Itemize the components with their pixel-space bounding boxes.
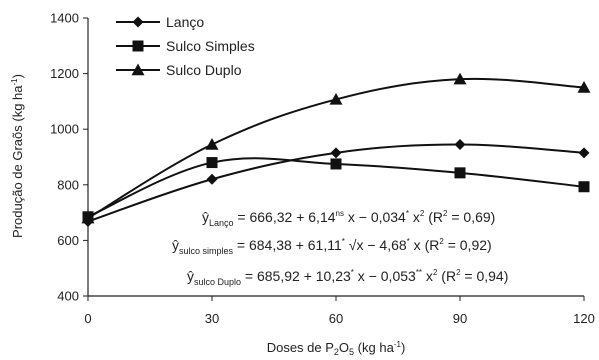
x-tick-label: 30 (205, 311, 219, 326)
series-layer (81, 72, 591, 227)
y-tick-label: 1200 (50, 66, 79, 81)
x-tick-label: 90 (453, 311, 467, 326)
x-axis-title: Doses de P2O5 (kg ha-1) (267, 340, 406, 357)
data-point (578, 181, 590, 193)
x-tick-label: 120 (573, 311, 595, 326)
data-point (453, 72, 467, 85)
y-axis-title: Produção de Graõs (kg ha-1) (10, 74, 25, 238)
x-axis-title-sub2: 5 (349, 347, 354, 357)
y-tick-label: 600 (57, 233, 79, 248)
legend: Lanço Sulco Simples Sulco Duplo (116, 14, 255, 78)
data-point (330, 147, 342, 159)
data-point (454, 167, 466, 179)
legend-marker (132, 16, 144, 28)
x-axis-title-unit: (kg ha (354, 340, 395, 355)
data-point (329, 92, 343, 105)
data-point (577, 81, 591, 93)
legend-marker (131, 63, 145, 76)
x-axis-title-mid: O (339, 340, 349, 355)
legend-label: Lanço (166, 14, 204, 30)
data-point (206, 173, 218, 185)
series-diamond (82, 138, 590, 227)
data-point (578, 147, 590, 159)
legend-marker (132, 40, 144, 52)
regression-equation: ŷsulco Duplo = 685,92 + 10,23* x − 0,053… (187, 268, 508, 287)
regression-equation: ŷsulco simples = 684,38 + 61,11* √x − 4,… (172, 237, 492, 256)
data-point (206, 157, 218, 169)
y-axis-title-main: Produção de Graõs (kg ha (10, 85, 25, 238)
y-tick-label: 800 (57, 177, 79, 192)
axes: 400 600 800 1000 1200 1400 0 30 60 90 120 (50, 11, 595, 327)
regression-equation: ŷLanço = 666,32 + 6,14ns x − 0,034* x2 (… (202, 209, 495, 228)
x-axis-title-unit-sup: -1 (394, 340, 402, 349)
x-axis-title-main: Doses de P (267, 340, 334, 355)
series-triangle (81, 72, 591, 224)
x-axis-title-sub1: 2 (334, 347, 339, 357)
regression-equations: ŷLanço = 666,32 + 6,14ns x − 0,034* x2 (… (172, 209, 508, 287)
y-tick-label: 1400 (50, 11, 79, 26)
x-axis-title-close: ) (401, 340, 405, 355)
legend-label: Sulco Duplo (166, 62, 242, 78)
legend-label: Sulco Simples (166, 38, 255, 54)
y-tick-label: 1000 (50, 122, 79, 137)
data-point (81, 211, 95, 224)
y-tick-label: 400 (57, 289, 79, 304)
data-point (454, 138, 466, 150)
data-point (330, 158, 342, 170)
y-axis-title-close: ) (10, 74, 25, 78)
data-point (205, 137, 219, 150)
x-tick-label: 60 (329, 311, 343, 326)
y-axis-title-sup: -1 (10, 78, 19, 86)
x-tick-label: 0 (84, 311, 91, 326)
